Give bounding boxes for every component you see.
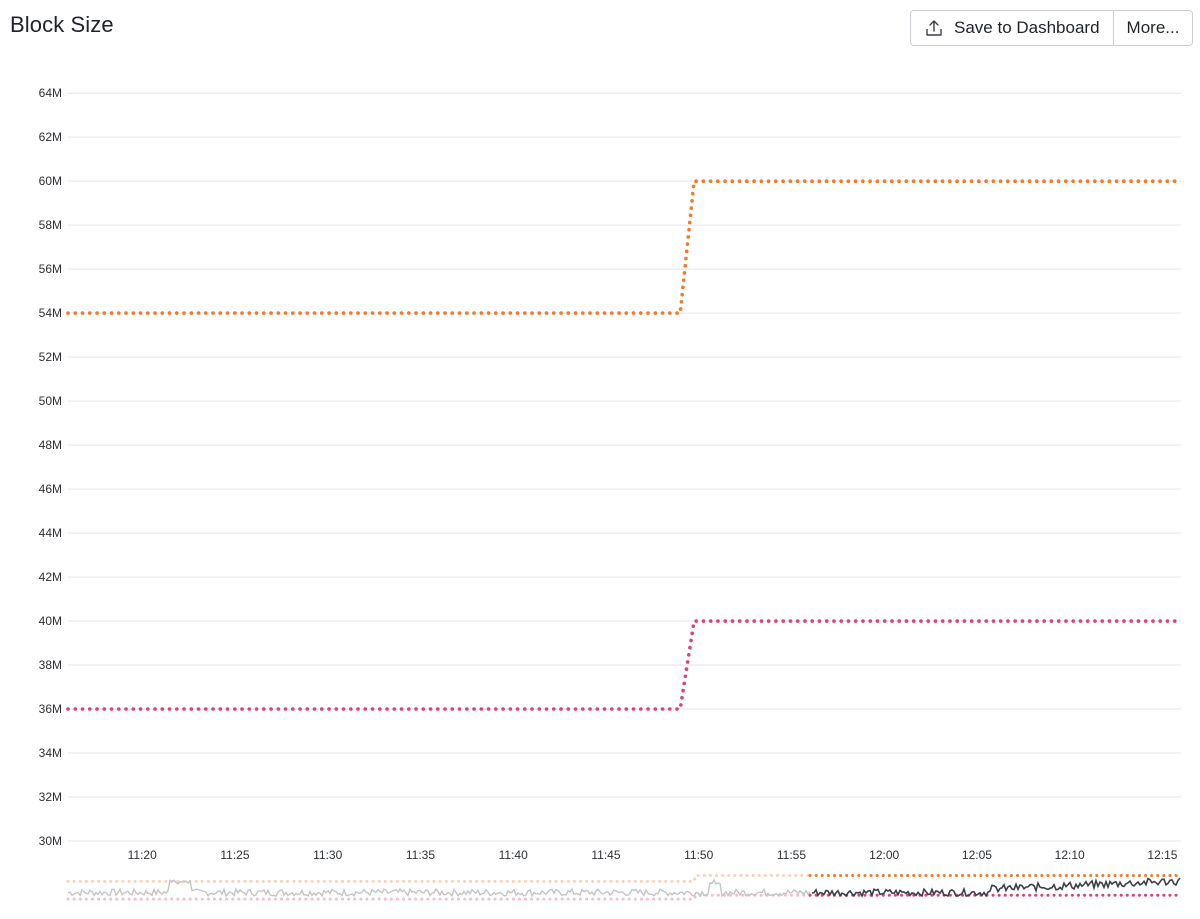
save-to-dashboard-button[interactable]: Save to Dashboard [911,11,1113,45]
series-line [66,179,1183,315]
overview-series-faded [66,874,812,883]
x-tick-label: 12:00 [869,848,899,862]
overview-activity-line-faded [67,878,811,898]
series-layer [66,179,1183,711]
y-tick-label: 50M [39,394,62,408]
overview-series-faded [66,893,812,901]
y-tick-label: 60M [39,174,62,188]
more-button[interactable]: More... [1112,11,1193,45]
more-label: More... [1126,18,1180,37]
y-tick-label: 54M [39,306,62,320]
page-title: Block Size [10,12,114,37]
y-tick-label: 46M [39,482,62,496]
y-tick-label: 30M [39,834,62,848]
x-tick-label: 11:50 [684,848,713,862]
y-tick-label: 42M [39,570,62,584]
grid-layer [68,92,1181,842]
y-tick-label: 56M [39,262,62,276]
x-axis: 11:20 11:25 11:30 11:35 11:40 11:45 11:50 11:55… [128,848,1178,862]
y-tick-label: 34M [39,746,62,760]
y-tick-label: 52M [39,350,62,364]
x-tick-label: 11:40 [499,848,528,862]
y-tick-label: 64M [39,86,62,100]
overview-activity-line [811,877,1181,898]
x-tick-label: 11:20 [128,848,157,862]
save-to-dashboard-label: Save to Dashboard [954,18,1100,37]
x-tick-label: 12:15 [1147,848,1177,862]
y-tick-label: 32M [39,790,62,804]
y-tick-label: 48M [39,438,62,452]
x-tick-label: 11:25 [220,848,249,862]
y-tick-label: 38M [39,658,62,672]
x-tick-label: 11:55 [777,848,806,862]
x-tick-label: 11:30 [313,848,342,862]
x-tick-label: 12:10 [1055,848,1085,862]
x-tick-label: 11:35 [406,848,435,862]
y-axis: 30M 32M 34M 36M 38M 40M 42M 44M 46M 48M 50M 52M 54M 5… [39,86,62,848]
series-line [66,619,1183,711]
y-tick-label: 36M [39,702,62,716]
x-tick-label: 11:45 [591,848,620,862]
upload-icon [924,18,944,38]
y-tick-label: 58M [39,218,62,232]
y-tick-label: 44M [39,526,62,540]
y-tick-label: 62M [39,130,62,144]
overview-navigator [66,874,1182,901]
x-tick-label: 12:05 [962,848,992,862]
y-tick-label: 40M [39,614,62,628]
toolbar-button-group: Save to Dashboard More... [910,10,1194,46]
